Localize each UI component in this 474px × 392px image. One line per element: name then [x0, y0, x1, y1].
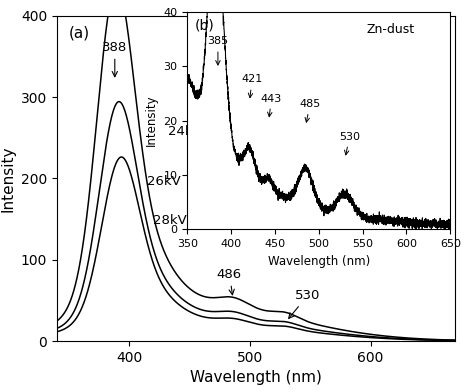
- Text: 385: 385: [207, 36, 228, 65]
- Text: 28kV: 28kV: [154, 214, 187, 227]
- Text: 388: 388: [102, 41, 128, 77]
- X-axis label: Wavelength (nm): Wavelength (nm): [268, 254, 370, 268]
- Text: (a): (a): [69, 25, 90, 40]
- Text: 24kV: 24kV: [168, 125, 201, 138]
- X-axis label: Wavelength (nm): Wavelength (nm): [190, 370, 322, 385]
- Y-axis label: Intensity: Intensity: [0, 145, 15, 212]
- Y-axis label: Intensity: Intensity: [145, 95, 158, 146]
- Text: 443: 443: [261, 94, 282, 117]
- Text: 26kV: 26kV: [147, 175, 181, 188]
- Text: 530: 530: [289, 289, 320, 318]
- Text: 486: 486: [217, 268, 242, 295]
- Text: Zn-dust: Zn-dust: [366, 23, 414, 36]
- Text: 485: 485: [300, 99, 320, 122]
- Text: (b): (b): [195, 18, 215, 32]
- Text: 421: 421: [241, 74, 263, 98]
- Text: 530: 530: [339, 132, 360, 155]
